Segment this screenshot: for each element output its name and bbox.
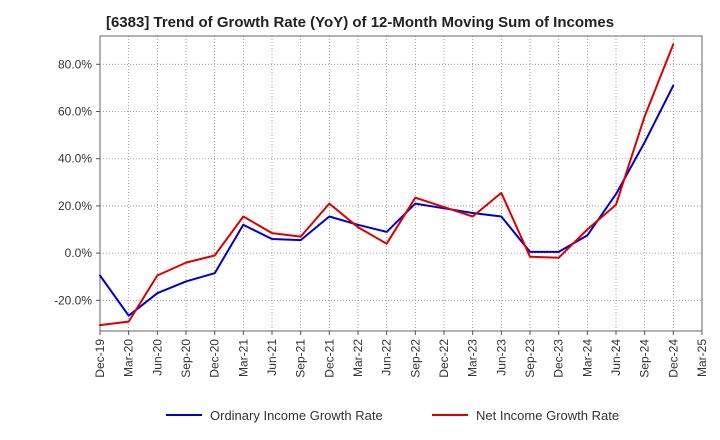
series-line [99, 43, 675, 327]
axis-layer: -20.0% 0.0% 20.0% 40.0% 60.0% 80.0% Dec-19 Mar-… [54, 35, 709, 378]
x-tick-label: Dec-22 [437, 339, 451, 378]
series-layer [99, 43, 675, 327]
x-tick-label: Mar-23 [466, 339, 480, 377]
x-tick-label: Dec-21 [322, 339, 336, 378]
plot-frame [99, 35, 703, 332]
y-tick-label: 40.0% [58, 152, 92, 166]
x-tick-label: Mar-22 [351, 339, 365, 377]
x-tick-label: Dec-24 [666, 339, 680, 378]
x-tick-label: Mar-21 [236, 339, 250, 377]
x-tick-label: Jun-21 [265, 339, 279, 376]
y-tick-label: 20.0% [58, 199, 92, 213]
y-tick-label: -20.0% [54, 293, 92, 307]
chart-title: [6383] Trend of Growth Rate (YoY) of 12-… [105, 14, 615, 31]
x-tick-label: Mar-24 [580, 339, 594, 377]
x-tick-label: Sep-21 [294, 339, 308, 378]
x-tick-label: Mar-20 [122, 339, 136, 377]
x-tick-label: Dec-23 [552, 339, 566, 378]
x-tick-label: Jun-22 [380, 339, 394, 376]
legend: Ordinary Income Growth Rate Net Income Gr… [166, 408, 619, 423]
x-tick-label: Sep-24 [638, 339, 652, 378]
x-tick-label: Sep-23 [523, 339, 537, 378]
legend-label: Ordinary Income Growth Rate [210, 408, 383, 423]
x-tick-label: Dec-19 [93, 339, 107, 378]
legend-label: Net Income Growth Rate [476, 408, 619, 423]
x-tick-label: Jun-23 [494, 339, 508, 376]
x-tick-label: Jun-20 [150, 339, 164, 376]
x-tick-label: Jun-24 [609, 339, 623, 376]
x-tick-label: Mar-25 [695, 339, 709, 377]
x-tick-label: Sep-20 [179, 339, 193, 378]
series-line [99, 84, 675, 317]
y-tick-label: 60.0% [58, 105, 92, 119]
x-tick-label: Sep-22 [408, 339, 422, 378]
x-tick-label: Dec-20 [208, 339, 222, 378]
grid-layer [99, 36, 703, 331]
y-tick-label: 0.0% [65, 246, 93, 260]
y-tick-label: 80.0% [58, 57, 92, 71]
